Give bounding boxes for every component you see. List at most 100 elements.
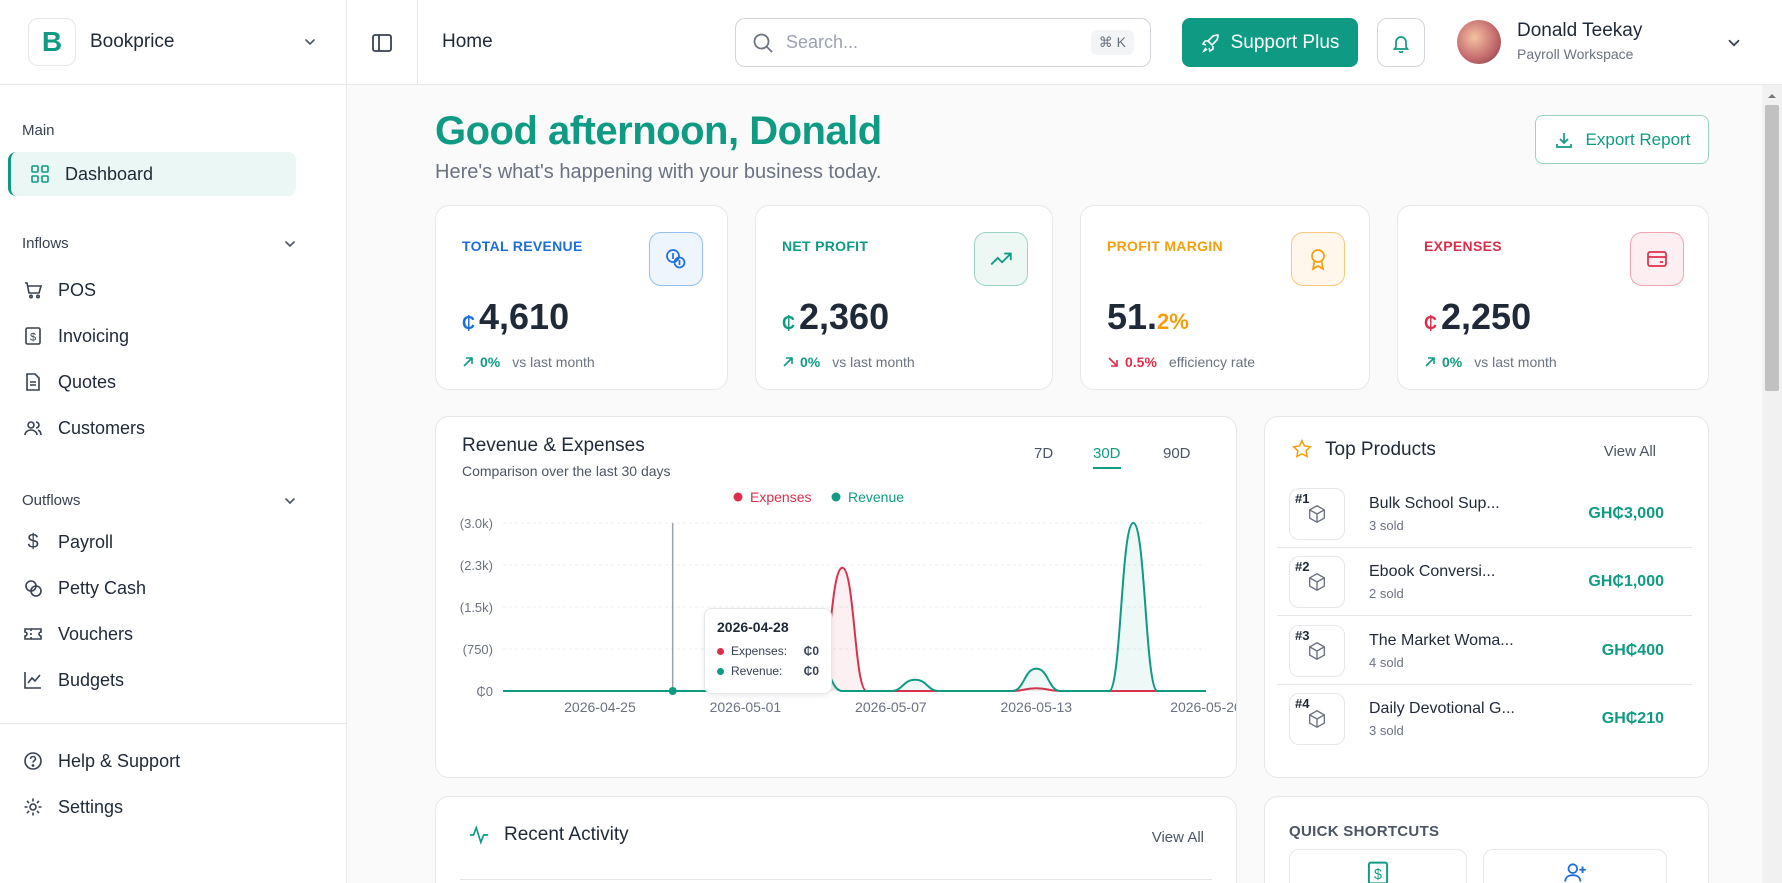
cursor-point <box>668 687 677 695</box>
sidebar-item-vouchers[interactable]: Vouchers <box>0 611 168 657</box>
range-90d[interactable]: 90D <box>1163 445 1191 462</box>
stat-value: ₵ 2,360 <box>782 296 890 337</box>
chart-tooltip: 2026-04-28 Expenses: ₵0 Revenue: ₵0 <box>704 608 832 694</box>
sidebar-item-help[interactable]: Help & Support <box>0 738 202 784</box>
recent-activity-card: Recent Activity View All <box>435 796 1237 883</box>
search-box[interactable]: ⌘ K <box>735 18 1151 67</box>
product-sold: 3 sold <box>1369 723 1404 738</box>
chevron-down-icon[interactable] <box>1725 34 1743 52</box>
sidebar-item-label: Vouchers <box>58 623 134 644</box>
sidebar-item-payroll[interactable]: $ Payroll <box>0 519 168 565</box>
activity-icon <box>469 825 489 845</box>
list-item[interactable]: #1 Bulk School Sup... 3 sold GH₵3,000 <box>1277 480 1692 548</box>
award-icon <box>1291 232 1345 286</box>
stat-card-net-profit: NET PROFIT ₵ 2,360 0% vs last month <box>755 205 1053 390</box>
sidebar-item-pos[interactable]: POS <box>0 267 167 313</box>
stat-delta: 0% vs last month <box>462 354 595 370</box>
tooltip-date: 2026-04-28 <box>717 619 789 635</box>
y-tick-label: (3.0k) <box>460 516 493 531</box>
list-item[interactable]: #4 Daily Devotional G... 3 sold GH₵210 <box>1277 685 1692 753</box>
grid-icon <box>29 163 51 185</box>
legend-label: Expenses <box>750 489 811 505</box>
svg-text:$: $ <box>1374 867 1382 883</box>
list-item[interactable]: #2 Ebook Conversi... 2 sold GH₵1,000 <box>1277 548 1692 616</box>
scroll-up-icon[interactable] <box>1762 89 1782 103</box>
coins-icon <box>22 577 44 599</box>
sidebar-item-label: Payroll <box>58 531 114 552</box>
line-chart-icon <box>22 669 44 691</box>
x-tick-label: 2026-05-20 <box>1170 699 1236 715</box>
invoice-icon: $ <box>1367 861 1389 883</box>
search-input[interactable] <box>786 32 1091 53</box>
stat-delta: 0% vs last month <box>782 354 915 370</box>
range-30d[interactable]: 30D <box>1093 445 1121 469</box>
section-outflows-toggle[interactable]: Outflows <box>0 492 320 509</box>
user-name: Donald Teekay <box>1517 20 1643 41</box>
rocket-icon <box>1201 33 1219 53</box>
brand-switcher[interactable]: B Bookprice <box>0 0 346 85</box>
product-sold: 3 sold <box>1369 517 1404 533</box>
user-plus-icon <box>1564 863 1586 882</box>
stat-label: TOTAL REVENUE <box>462 238 583 254</box>
top-products-view-all[interactable]: View All <box>1603 443 1656 460</box>
shortcut-invoice-button[interactable]: $ <box>1289 849 1467 883</box>
sidebar-item-dashboard[interactable]: Dashboard <box>8 152 296 196</box>
shortcut-add-user-button[interactable] <box>1483 849 1667 883</box>
ticket-icon <box>22 623 44 645</box>
brand-name: Bookprice <box>90 31 175 52</box>
invoice-icon: $ <box>22 325 44 347</box>
legend-dot-icon <box>717 647 724 655</box>
support-plus-label: Support Plus <box>1230 31 1340 53</box>
stat-value: ₵ 2,250 <box>1424 296 1532 337</box>
gear-icon <box>22 796 44 818</box>
chart-subtitle: Comparison over the last 30 days <box>462 463 671 479</box>
x-tick-label: 2026-05-01 <box>710 699 782 715</box>
x-tick-label: 2026-05-07 <box>855 699 927 715</box>
export-report-button[interactable]: Export Report <box>1535 115 1709 164</box>
y-tick-label: (1.5k) <box>460 600 493 615</box>
list-item[interactable]: #3 The Market Woma... 4 sold GH₵400 <box>1277 617 1692 685</box>
section-inflows-toggle[interactable]: Inflows <box>0 235 320 252</box>
coins-icon <box>649 232 703 286</box>
stat-label: NET PROFIT <box>782 238 869 254</box>
product-price: GH₵210 <box>1601 710 1664 727</box>
sidebar-divider <box>0 723 347 724</box>
star-icon <box>1292 438 1312 458</box>
box-icon: #1 <box>1289 487 1345 540</box>
sidebar-item-budgets[interactable]: Budgets <box>0 657 168 703</box>
sidebar-toggle-icon <box>372 33 392 52</box>
notifications-button[interactable] <box>1377 18 1425 67</box>
product-name: Daily Devotional G... <box>1369 700 1515 717</box>
y-tick-label: ₵0 <box>476 684 493 699</box>
sidebar-item-petty-cash[interactable]: Petty Cash <box>0 565 168 611</box>
box-icon: #4 <box>1289 693 1345 745</box>
sidebar-item-label: Invoicing <box>58 325 130 346</box>
sidebar-toggle-button[interactable] <box>347 0 418 85</box>
support-plus-button[interactable]: Support Plus <box>1182 18 1358 67</box>
recent-activity-view-all[interactable]: View All <box>1151 829 1204 846</box>
legend-dot-icon <box>831 492 841 502</box>
product-name: The Market Woma... <box>1369 631 1514 649</box>
stat-card-total-revenue: TOTAL REVENUE ₵ 4,610 0% vs last month <box>435 205 728 390</box>
product-price: GH₵1,000 <box>1588 572 1664 590</box>
sidebar-item-label: Settings <box>58 796 124 817</box>
breadcrumb[interactable]: Home <box>442 31 493 52</box>
arrow-down-right-icon <box>1108 357 1118 367</box>
sidebar-item-quotes[interactable]: Quotes <box>0 359 167 405</box>
sidebar-item-settings[interactable]: Settings <box>0 784 202 830</box>
arrow-up-right-icon <box>463 357 473 367</box>
stat-label: EXPENSES <box>1424 238 1502 254</box>
scroll-thumb[interactable] <box>1765 105 1779 391</box>
chevron-down-icon <box>285 240 295 247</box>
y-tick-label: (2.3k) <box>460 558 493 573</box>
sidebar-item-customers[interactable]: Customers <box>0 405 167 451</box>
revenue-expenses-chart[interactable]: Expenses Revenue ₵0 (750) (1.5k) (2.3k) (3.0k)… <box>436 487 1236 777</box>
arrow-up-right-icon <box>783 357 793 367</box>
sidebar-item-invoicing[interactable]: $ Invoicing <box>0 313 167 359</box>
y-tick-label: (750) <box>463 642 493 657</box>
box-icon: #3 <box>1289 624 1345 677</box>
product-name: Ebook Conversi... <box>1369 562 1496 580</box>
document-icon <box>22 371 44 393</box>
avatar[interactable] <box>1457 20 1501 64</box>
range-7d[interactable]: 7D <box>1034 445 1054 462</box>
